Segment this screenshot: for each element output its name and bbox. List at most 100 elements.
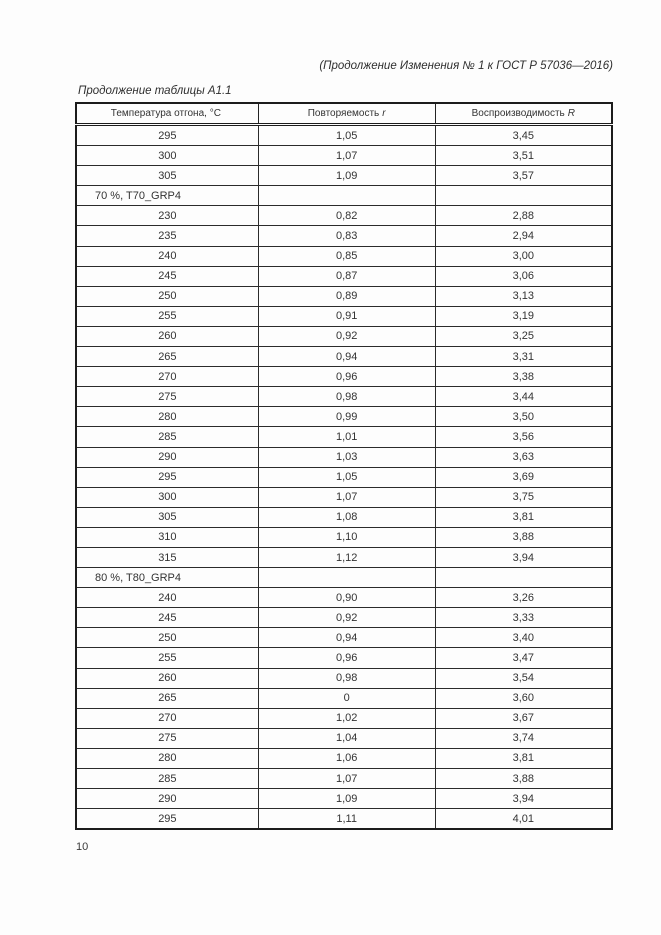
table-cell: 230 — [75, 205, 259, 227]
table-row: 280 0,99 3,50 — [75, 406, 613, 428]
table-row: 300 1,07 3,51 — [75, 145, 613, 167]
table-caption: Продолжение таблицы А1.1 — [78, 85, 232, 97]
table-cell: 1,01 — [257, 426, 436, 448]
table-row: 305 1,09 3,57 — [75, 165, 613, 187]
table-cell: 3,00 — [434, 245, 613, 267]
table-cell: 280 — [75, 406, 259, 428]
table-row: 235 0,83 2,94 — [75, 225, 613, 247]
empty-cell — [434, 567, 613, 589]
table-cell: 255 — [75, 305, 259, 327]
table-row: 260 0,92 3,25 — [75, 325, 613, 348]
table-row: 250 0,89 3,13 — [75, 285, 613, 307]
table-row: 275 1,04 3,74 — [75, 727, 613, 749]
table-row: 295 1,05 3,69 — [75, 466, 613, 488]
table-cell: 3,26 — [434, 587, 613, 609]
table-cell: 3,19 — [434, 305, 613, 327]
table-cell: 1,02 — [257, 707, 436, 729]
table-cell: 3,50 — [434, 406, 613, 428]
table-cell: 1,03 — [257, 446, 436, 468]
table-cell: 3,63 — [434, 446, 613, 468]
table-cell: 3,45 — [434, 123, 613, 147]
table-cell: 3,57 — [434, 165, 613, 187]
table-cell: 1,07 — [257, 767, 436, 790]
table-cell: 245 — [75, 265, 259, 287]
table-row: 240 0,90 3,26 — [75, 587, 613, 609]
document-header-note: (Продолжение Изменения № 1 к ГОСТ Р 5703… — [319, 60, 613, 72]
table-cell: 275 — [75, 386, 259, 408]
table-cell: 270 — [75, 707, 259, 729]
table-cell: 1,08 — [257, 506, 436, 528]
table-cell: 290 — [75, 788, 259, 810]
table-row: 265 0,94 3,31 — [75, 346, 613, 368]
table-cell: 1,06 — [257, 747, 436, 770]
table-cell: 1,09 — [257, 788, 436, 810]
table-cell: 3,60 — [434, 687, 613, 709]
table-cell: 305 — [75, 506, 259, 528]
table-cell: 0,89 — [257, 285, 436, 307]
table-row: 275 0,98 3,44 — [75, 386, 613, 408]
column-header-symbol: r — [382, 108, 386, 119]
table-row: 315 1,12 3,94 — [75, 546, 613, 569]
empty-cell — [434, 185, 613, 207]
column-header-repeatability: Повторяемость r — [257, 102, 436, 126]
table-cell: 0,94 — [257, 627, 436, 649]
table-cell: 305 — [75, 165, 259, 187]
table-row: 260 0,98 3,54 — [75, 667, 613, 689]
table-row: 295 1,11 4,01 — [75, 808, 613, 830]
group-label: 80 %, T80_GRP4 — [75, 567, 259, 589]
table-cell: 285 — [75, 767, 259, 790]
table-row: 270 0,96 3,38 — [75, 366, 613, 388]
table-cell: 250 — [75, 285, 259, 307]
table-cell: 0,91 — [257, 305, 436, 327]
table-row: 245 0,87 3,06 — [75, 265, 613, 287]
table-row: 285 1,01 3,56 — [75, 426, 613, 448]
table-cell: 3,81 — [434, 506, 613, 528]
table-cell: 1,12 — [257, 546, 436, 569]
table-cell: 0,85 — [257, 245, 436, 267]
table-row: 230 0,82 2,88 — [75, 205, 613, 227]
table-cell: 1,05 — [257, 466, 436, 488]
table-cell: 0,96 — [257, 647, 436, 669]
table-cell: 315 — [75, 546, 259, 569]
table-row: 250 0,94 3,40 — [75, 627, 613, 649]
table-body: 295 1,05 3,45 300 1,07 3,51 305 1,09 3,57 70 %, T… — [75, 123, 613, 830]
table-row: 280 1,06 3,81 — [75, 747, 613, 770]
table-cell: 1,10 — [257, 526, 436, 548]
table-cell: 300 — [75, 486, 259, 508]
table-cell: 1,07 — [257, 486, 436, 508]
table-cell: 0,83 — [257, 225, 436, 247]
column-header-label: Повторяемость — [307, 108, 380, 119]
table-cell: 235 — [75, 225, 259, 247]
table-row: 255 0,91 3,19 — [75, 305, 613, 327]
column-header-label: Воспроизводимость — [471, 108, 565, 119]
table-cell: 0,98 — [257, 386, 436, 408]
table-cell: 0,98 — [257, 667, 436, 689]
table-cell: 245 — [75, 607, 259, 629]
table-cell: 255 — [75, 647, 259, 669]
table-cell: 0 — [257, 687, 436, 709]
table-cell: 3,69 — [434, 466, 613, 488]
table-row: 295 1,05 3,45 — [75, 123, 613, 147]
table-cell: 0,92 — [257, 607, 436, 629]
column-header-symbol: R — [567, 108, 575, 119]
table-row: 290 1,09 3,94 — [75, 788, 613, 810]
table-cell: 280 — [75, 747, 259, 770]
table-cell: 3,13 — [434, 285, 613, 307]
table-cell: 3,75 — [434, 486, 613, 508]
table-cell: 3,47 — [434, 647, 613, 669]
table-cell: 295 — [75, 808, 259, 830]
table-cell: 0,87 — [257, 265, 436, 287]
table-cell: 3,40 — [434, 627, 613, 649]
precision-table: Температура отгона, °С Повторяемость r Во… — [75, 102, 613, 831]
table-cell: 2,88 — [434, 205, 613, 227]
table-row: 310 1,10 3,88 — [75, 526, 613, 548]
table-cell: 0,82 — [257, 205, 436, 227]
page-number: 10 — [76, 841, 89, 853]
table-cell: 275 — [75, 727, 259, 749]
column-header-temperature: Температура отгона, °С — [75, 102, 259, 126]
table-cell: 0,99 — [257, 406, 436, 428]
table-cell: 250 — [75, 627, 259, 649]
table-cell: 0,92 — [257, 325, 436, 348]
table-cell: 0,96 — [257, 366, 436, 388]
